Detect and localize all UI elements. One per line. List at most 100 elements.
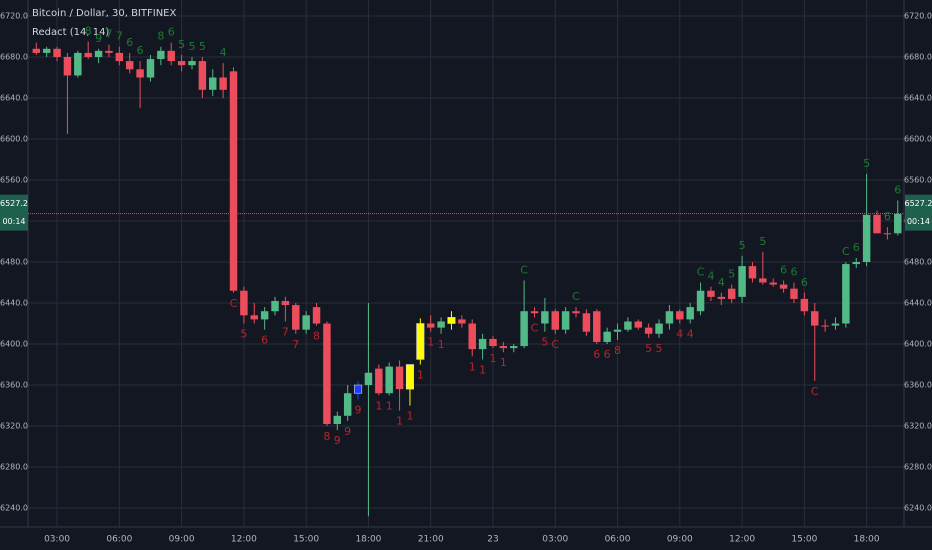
y-tick-label: 6320.0 [0, 422, 28, 431]
candle-body [416, 323, 425, 360]
grid [28, 0, 904, 527]
candle-body [510, 346, 518, 349]
signal-label: 5 [759, 235, 766, 248]
candle-body [748, 266, 757, 279]
signal-label: 8 [614, 344, 621, 357]
signal-label: 6 [126, 36, 133, 49]
y-tick-label: 6440.0 [0, 299, 28, 308]
y-tick-label-right: 6440.0 [904, 299, 932, 308]
signal-label: 8 [323, 430, 330, 443]
candle-body [894, 213, 902, 234]
candles [32, 41, 902, 517]
candle-body [240, 290, 248, 316]
candle-body [530, 311, 539, 314]
signal-label: 7 [282, 325, 289, 338]
signal-label: 7 [105, 28, 112, 41]
y-tick-label-right: 6280.0 [904, 463, 932, 472]
candle-body [312, 307, 321, 324]
y-tick-label-right: 6560.0 [904, 176, 932, 185]
candle-body [260, 311, 269, 320]
candle-body [769, 282, 777, 285]
candle-body [209, 77, 217, 90]
signal-label: 9 [355, 403, 362, 416]
candle-body [811, 311, 819, 326]
last-price-label: 6527.2 [905, 199, 932, 208]
signal-label: 1 [396, 415, 403, 428]
candle-body [634, 321, 643, 328]
candle-body [84, 52, 92, 57]
candle-body [779, 284, 788, 289]
signal-label: 5 [656, 342, 663, 355]
candle-body [281, 300, 290, 306]
candle-body [613, 329, 622, 332]
candle-body [395, 366, 404, 390]
x-tick-label: 03:00 [542, 535, 568, 545]
signal-label: 5 [178, 38, 185, 51]
signal-label: 6 [894, 184, 901, 197]
signal-label: 6 [261, 334, 268, 347]
y-tick-label-right: 6640.0 [904, 93, 932, 102]
last-price-box [0, 194, 28, 231]
signal-label: 1 [438, 338, 445, 351]
signal-label: C [572, 290, 580, 303]
signal-label: 6 [593, 348, 600, 361]
y-tick-label-right: 6360.0 [904, 381, 932, 390]
candle-body [489, 338, 497, 347]
signal-label: 1 [386, 399, 393, 412]
signal-label: 8 [313, 330, 320, 343]
candle-body [167, 50, 175, 62]
candle-body [271, 300, 279, 312]
candle-body [136, 69, 144, 78]
x-tick-label: 12:00 [729, 535, 755, 545]
candle-body [717, 296, 726, 299]
candle-body [873, 214, 881, 234]
x-tick-label: 09:00 [667, 535, 693, 545]
signal-label: 9 [334, 434, 341, 447]
candle-body [727, 288, 736, 299]
x-tick-label: 06:00 [605, 535, 631, 545]
x-tick-label: 18:00 [355, 535, 381, 545]
candle-body [437, 321, 445, 328]
x-tick-label: 12:00 [231, 535, 257, 545]
signal-label: 9 [95, 32, 102, 45]
signal-label: 1 [427, 336, 434, 349]
last-price-box [905, 194, 932, 231]
candle-body [499, 346, 508, 349]
candle-body [551, 311, 559, 330]
signal-label: C [531, 321, 539, 334]
candle-body [738, 266, 746, 297]
y-tick-label: 6600.0 [0, 135, 28, 144]
countdown-label: 00:14 [907, 217, 930, 226]
y-tick-label-right: 6400.0 [904, 340, 932, 349]
y-tick-label-right: 6600.0 [904, 135, 932, 144]
candle-body [53, 48, 61, 57]
candle-body [561, 311, 570, 330]
y-tick-label: 6280.0 [0, 463, 28, 472]
candle-body [665, 311, 674, 324]
signal-label: 6 [780, 263, 787, 276]
candle-body [364, 372, 373, 386]
y-tick-label-right: 6480.0 [904, 258, 932, 267]
signal-label: C [230, 297, 238, 310]
candle-body [32, 48, 41, 53]
y-tick-label: 6680.0 [0, 52, 28, 61]
candle-body [323, 323, 331, 424]
signal-label: 6 [168, 26, 175, 39]
candle-body [468, 323, 476, 350]
candle-body [624, 321, 632, 330]
signal-label: 5 [863, 157, 870, 170]
y-tick-label: 6360.0 [0, 381, 28, 390]
candle-body [343, 393, 352, 416]
signal-label: 6 [801, 276, 808, 289]
y-tick-label-right: 6680.0 [904, 52, 932, 61]
candle-body [115, 52, 124, 62]
candle-body [63, 56, 72, 76]
x-tick-label: 03:00 [44, 535, 70, 545]
candle-body [94, 50, 103, 57]
y-tick-label: 6640.0 [0, 93, 28, 102]
candle-body [177, 61, 186, 66]
x-tick-label: 18:00 [854, 535, 880, 545]
signal-label: 1 [469, 360, 476, 373]
candle-body [842, 264, 850, 324]
candle-body [707, 290, 715, 297]
